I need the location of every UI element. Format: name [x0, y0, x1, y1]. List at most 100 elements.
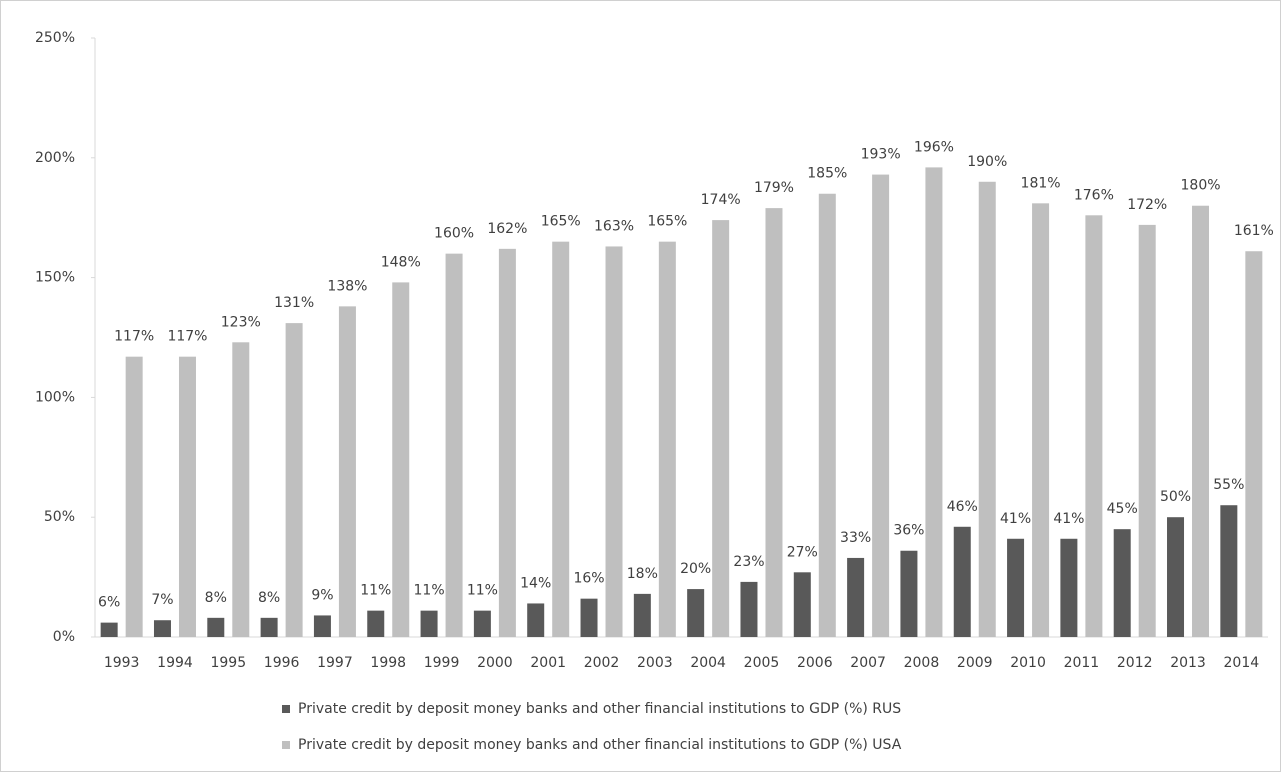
bar [232, 342, 250, 637]
data-label: 185% [807, 166, 847, 182]
bar [900, 550, 918, 637]
data-label: 161% [1234, 223, 1274, 239]
bar [605, 246, 623, 637]
bar [925, 167, 943, 637]
y-tick-label: 50% [44, 509, 75, 525]
bar [207, 617, 225, 637]
data-label: 165% [541, 214, 581, 230]
x-tick-label: 1996 [264, 655, 300, 671]
data-label: 41% [1053, 511, 1084, 527]
bar [178, 356, 196, 637]
bar [367, 610, 385, 637]
data-label: 181% [1021, 175, 1061, 191]
data-label: 27% [787, 544, 818, 560]
x-tick-label: 1997 [317, 655, 353, 671]
bar [1060, 538, 1078, 637]
data-label: 23% [733, 554, 764, 570]
bar [498, 248, 516, 637]
data-label: 174% [701, 192, 741, 208]
data-label: 172% [1127, 197, 1167, 213]
bar [847, 557, 865, 637]
y-tick-label: 150% [35, 270, 75, 286]
data-label: 6% [98, 595, 120, 611]
x-tick-label: 2010 [1010, 655, 1046, 671]
x-tick-label: 1998 [370, 655, 406, 671]
data-label: 123% [221, 314, 261, 330]
bar [1113, 529, 1131, 637]
y-tick-label: 0% [53, 629, 75, 645]
data-label: 193% [861, 147, 901, 163]
data-label: 36% [893, 523, 924, 539]
data-label: 55% [1213, 477, 1244, 493]
legend-label: Private credit by deposit money banks an… [298, 701, 901, 717]
x-tick-label: 1994 [157, 655, 193, 671]
data-label: 8% [205, 590, 227, 606]
legend-label: Private credit by deposit money banks an… [298, 737, 902, 753]
data-label: 50% [1160, 489, 1191, 505]
data-label: 131% [274, 295, 314, 311]
legend-swatch [282, 705, 290, 713]
x-tick-label: 2012 [1117, 655, 1153, 671]
bar [1192, 205, 1210, 637]
y-tick-label: 250% [35, 30, 75, 46]
bar [100, 622, 118, 637]
bar [953, 526, 971, 637]
y-tick-label: 200% [35, 150, 75, 166]
bar [793, 572, 811, 637]
data-label: 117% [114, 329, 154, 345]
data-label: 45% [1107, 501, 1138, 517]
x-tick-label: 2001 [530, 655, 566, 671]
bar [392, 282, 410, 637]
x-tick-label: 2014 [1224, 655, 1260, 671]
data-label: 196% [914, 139, 954, 155]
x-tick-label: 2009 [957, 655, 993, 671]
bar [313, 615, 331, 637]
bar [1167, 517, 1185, 637]
x-tick-label: 1993 [104, 655, 140, 671]
x-tick-label: 2003 [637, 655, 673, 671]
x-tick-label: 2011 [1064, 655, 1100, 671]
x-tick-label: 2013 [1170, 655, 1206, 671]
data-label: 8% [258, 590, 280, 606]
x-tick-label: 2000 [477, 655, 513, 671]
data-label: 9% [311, 587, 333, 603]
x-tick-label: 2004 [690, 655, 726, 671]
bar [580, 598, 598, 637]
bar [420, 610, 438, 637]
data-label: 16% [573, 571, 604, 587]
data-label: 180% [1181, 178, 1221, 194]
data-label: 176% [1074, 187, 1114, 203]
data-label: 46% [947, 499, 978, 515]
bar [445, 253, 463, 637]
bar [1245, 251, 1263, 637]
data-label: 190% [967, 154, 1007, 170]
bar [1007, 538, 1025, 637]
x-tick-label: 2007 [850, 655, 886, 671]
bar [338, 306, 356, 637]
data-label: 117% [167, 329, 207, 345]
bar [153, 620, 171, 637]
x-tick-label: 1999 [424, 655, 460, 671]
data-label: 160% [434, 226, 474, 242]
bar [633, 593, 651, 637]
x-tick-label: 2002 [584, 655, 620, 671]
bar [285, 323, 303, 637]
legend-swatch [282, 741, 290, 749]
data-label: 11% [360, 583, 391, 599]
bar [125, 356, 143, 637]
bar [473, 610, 491, 637]
data-label: 148% [381, 254, 421, 270]
data-label: 14% [520, 575, 551, 591]
bar [1220, 505, 1238, 637]
bar [527, 603, 545, 637]
bar [818, 193, 836, 638]
bar [1032, 203, 1050, 637]
bar [872, 174, 890, 637]
data-label: 11% [467, 583, 498, 599]
data-label: 33% [840, 530, 871, 546]
data-label: 163% [594, 218, 634, 234]
bar [1085, 215, 1103, 637]
bar [687, 589, 705, 637]
bar [712, 220, 730, 637]
